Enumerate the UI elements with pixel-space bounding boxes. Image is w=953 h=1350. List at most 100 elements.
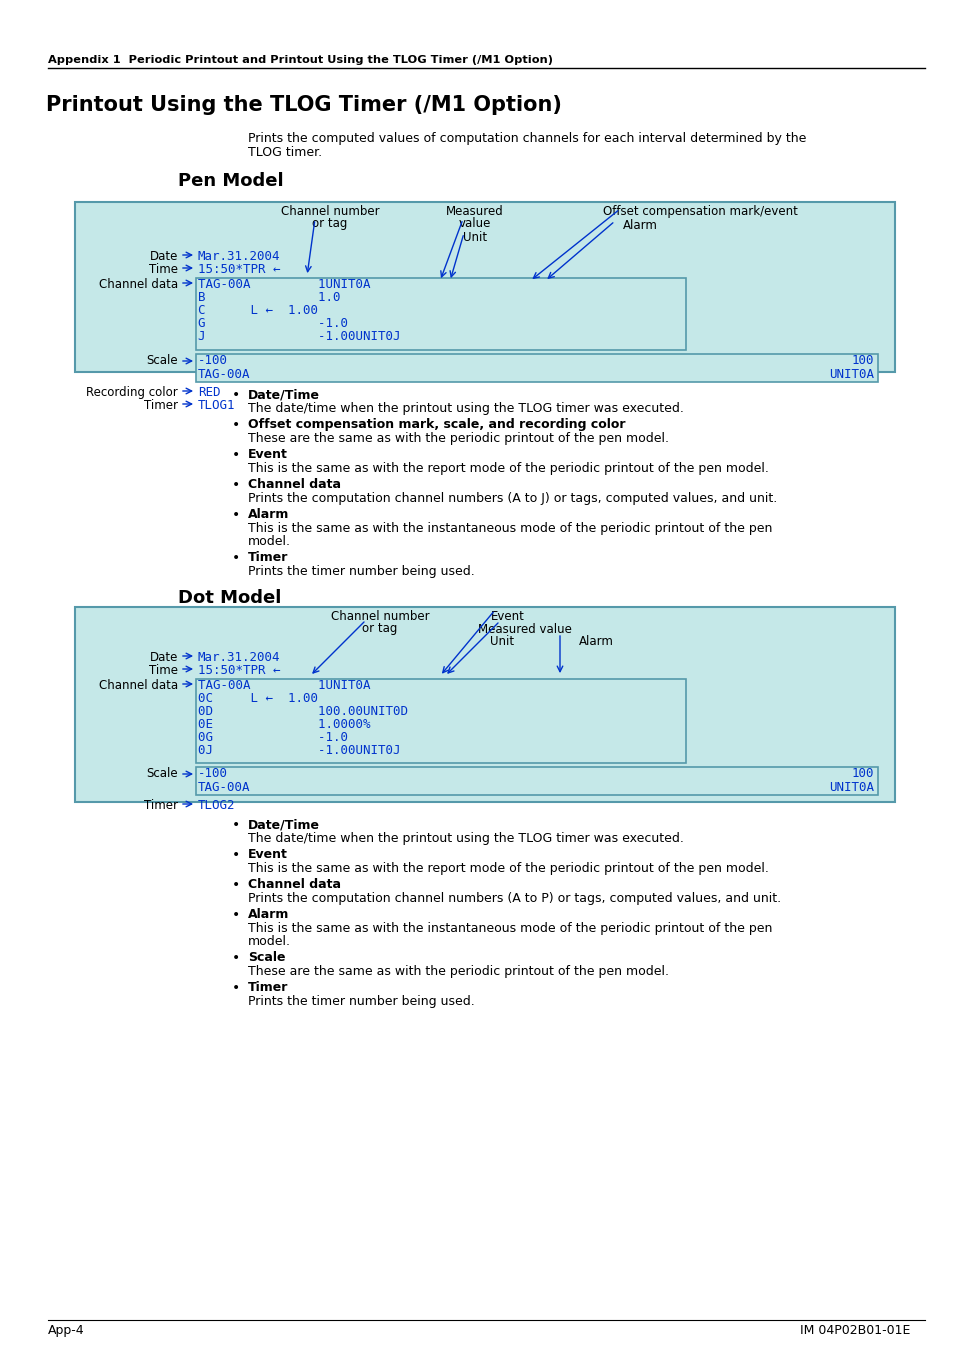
Text: TLOG2: TLOG2 bbox=[198, 799, 235, 811]
Text: •: • bbox=[232, 818, 240, 832]
FancyBboxPatch shape bbox=[195, 679, 685, 763]
Text: -100: -100 bbox=[198, 354, 228, 367]
Text: Dot Model: Dot Model bbox=[178, 589, 281, 608]
Text: Channel number: Channel number bbox=[280, 205, 379, 217]
Text: The date/time when the printout using the TLOG timer was executed.: The date/time when the printout using th… bbox=[248, 402, 683, 414]
Text: •: • bbox=[232, 981, 240, 995]
Text: The date/time when the printout using the TLOG timer was executed.: The date/time when the printout using th… bbox=[248, 832, 683, 845]
Text: This is the same as with the report mode of the periodic printout of the pen mod: This is the same as with the report mode… bbox=[248, 462, 768, 475]
Text: •: • bbox=[232, 418, 240, 432]
Text: App-4: App-4 bbox=[48, 1324, 85, 1336]
Text: •: • bbox=[232, 387, 240, 402]
Text: Time: Time bbox=[149, 664, 178, 676]
Text: Alarm: Alarm bbox=[248, 909, 289, 921]
Text: 0D              100.00UNIT0D: 0D 100.00UNIT0D bbox=[198, 705, 408, 718]
Text: Timer: Timer bbox=[248, 551, 288, 564]
Text: Unit: Unit bbox=[490, 634, 514, 648]
Text: Channel data: Channel data bbox=[99, 679, 178, 693]
Text: G               -1.0: G -1.0 bbox=[198, 317, 348, 329]
Text: Measured: Measured bbox=[446, 205, 503, 217]
Text: Measured value: Measured value bbox=[477, 622, 572, 636]
Text: Scale: Scale bbox=[146, 767, 178, 780]
Text: TAG-00A         1UNIT0A: TAG-00A 1UNIT0A bbox=[198, 278, 370, 292]
Text: Prints the timer number being used.: Prints the timer number being used. bbox=[248, 995, 475, 1008]
Text: Pen Model: Pen Model bbox=[178, 171, 283, 190]
Text: •: • bbox=[232, 551, 240, 566]
Text: value: value bbox=[458, 217, 491, 230]
Text: Recording color: Recording color bbox=[86, 386, 178, 400]
Text: Time: Time bbox=[149, 263, 178, 275]
Text: or tag: or tag bbox=[312, 217, 347, 230]
Text: TAG-00A: TAG-00A bbox=[198, 782, 251, 794]
Text: These are the same as with the periodic printout of the pen model.: These are the same as with the periodic … bbox=[248, 432, 668, 446]
Text: Scale: Scale bbox=[146, 354, 178, 367]
Text: •: • bbox=[232, 878, 240, 892]
Text: This is the same as with the report mode of the periodic printout of the pen mod: This is the same as with the report mode… bbox=[248, 863, 768, 875]
Text: UNIT0A: UNIT0A bbox=[828, 782, 873, 794]
Text: This is the same as with the instantaneous mode of the periodic printout of the : This is the same as with the instantaneo… bbox=[248, 522, 772, 535]
Text: UNIT0A: UNIT0A bbox=[828, 369, 873, 381]
Text: Date/Time: Date/Time bbox=[248, 818, 319, 832]
Text: TAG-00A         1UNIT0A: TAG-00A 1UNIT0A bbox=[198, 679, 370, 693]
Text: 100: 100 bbox=[851, 767, 873, 780]
Text: •: • bbox=[232, 909, 240, 922]
Text: Printout Using the TLOG Timer (/M1 Option): Printout Using the TLOG Timer (/M1 Optio… bbox=[46, 95, 561, 115]
FancyBboxPatch shape bbox=[195, 767, 877, 795]
Text: or tag: or tag bbox=[362, 622, 397, 634]
Text: 15:50*TPR ←: 15:50*TPR ← bbox=[198, 664, 280, 676]
FancyBboxPatch shape bbox=[75, 202, 894, 373]
Text: Prints the computation channel numbers (A to J) or tags, computed values, and un: Prints the computation channel numbers (… bbox=[248, 491, 777, 505]
Text: C      L ←  1.00: C L ← 1.00 bbox=[198, 304, 317, 317]
Text: Prints the timer number being used.: Prints the timer number being used. bbox=[248, 566, 475, 578]
Text: 0G              -1.0: 0G -1.0 bbox=[198, 730, 348, 744]
Text: TAG-00A: TAG-00A bbox=[198, 369, 251, 381]
Text: B               1.0: B 1.0 bbox=[198, 292, 340, 304]
Text: model.: model. bbox=[248, 936, 291, 948]
Text: •: • bbox=[232, 448, 240, 462]
Text: Date: Date bbox=[150, 651, 178, 664]
Text: Timer: Timer bbox=[144, 400, 178, 412]
Text: Date/Time: Date/Time bbox=[248, 387, 319, 401]
Text: Channel data: Channel data bbox=[248, 878, 340, 891]
Text: Unit: Unit bbox=[462, 231, 487, 244]
Text: Prints the computation channel numbers (A to P) or tags, computed values, and un: Prints the computation channel numbers (… bbox=[248, 892, 781, 904]
Text: Alarm: Alarm bbox=[248, 508, 289, 521]
Text: •: • bbox=[232, 950, 240, 965]
Text: Channel number: Channel number bbox=[331, 610, 429, 622]
Text: Offset compensation mark, scale, and recording color: Offset compensation mark, scale, and rec… bbox=[248, 418, 625, 431]
Text: Event: Event bbox=[491, 610, 524, 622]
Text: Alarm: Alarm bbox=[622, 219, 657, 232]
Text: IM 04P02B01-01E: IM 04P02B01-01E bbox=[799, 1324, 909, 1336]
Text: These are the same as with the periodic printout of the pen model.: These are the same as with the periodic … bbox=[248, 965, 668, 977]
Text: model.: model. bbox=[248, 535, 291, 548]
Text: Appendix 1  Periodic Printout and Printout Using the TLOG Timer (/M1 Option): Appendix 1 Periodic Printout and Printou… bbox=[48, 55, 553, 65]
Text: 0J              -1.00UNIT0J: 0J -1.00UNIT0J bbox=[198, 744, 400, 757]
Text: Offset compensation mark/event: Offset compensation mark/event bbox=[602, 205, 797, 217]
Text: J               -1.00UNIT0J: J -1.00UNIT0J bbox=[198, 329, 400, 343]
FancyBboxPatch shape bbox=[75, 608, 894, 802]
Text: Prints the computed values of computation channels for each interval determined : Prints the computed values of computatio… bbox=[248, 132, 805, 144]
Text: Event: Event bbox=[248, 848, 288, 861]
Text: 100: 100 bbox=[851, 354, 873, 367]
Text: Date: Date bbox=[150, 250, 178, 263]
Text: Channel data: Channel data bbox=[248, 478, 340, 491]
Text: Mar.31.2004: Mar.31.2004 bbox=[198, 651, 280, 664]
Text: Timer: Timer bbox=[248, 981, 288, 994]
Text: -100: -100 bbox=[198, 767, 228, 780]
Text: Timer: Timer bbox=[144, 799, 178, 811]
Text: •: • bbox=[232, 508, 240, 522]
FancyBboxPatch shape bbox=[195, 354, 877, 382]
Text: Alarm: Alarm bbox=[578, 634, 613, 648]
Text: 0C     L ←  1.00: 0C L ← 1.00 bbox=[198, 693, 317, 705]
Text: Scale: Scale bbox=[248, 950, 285, 964]
FancyBboxPatch shape bbox=[195, 278, 685, 350]
Text: •: • bbox=[232, 848, 240, 863]
Text: 0E              1.0000%: 0E 1.0000% bbox=[198, 718, 370, 730]
Text: 15:50*TPR ←: 15:50*TPR ← bbox=[198, 263, 280, 275]
Text: TLOG timer.: TLOG timer. bbox=[248, 146, 322, 159]
Text: Channel data: Channel data bbox=[99, 278, 178, 292]
Text: This is the same as with the instantaneous mode of the periodic printout of the : This is the same as with the instantaneo… bbox=[248, 922, 772, 936]
Text: •: • bbox=[232, 478, 240, 491]
Text: TLOG1: TLOG1 bbox=[198, 400, 235, 412]
Text: Mar.31.2004: Mar.31.2004 bbox=[198, 250, 280, 263]
